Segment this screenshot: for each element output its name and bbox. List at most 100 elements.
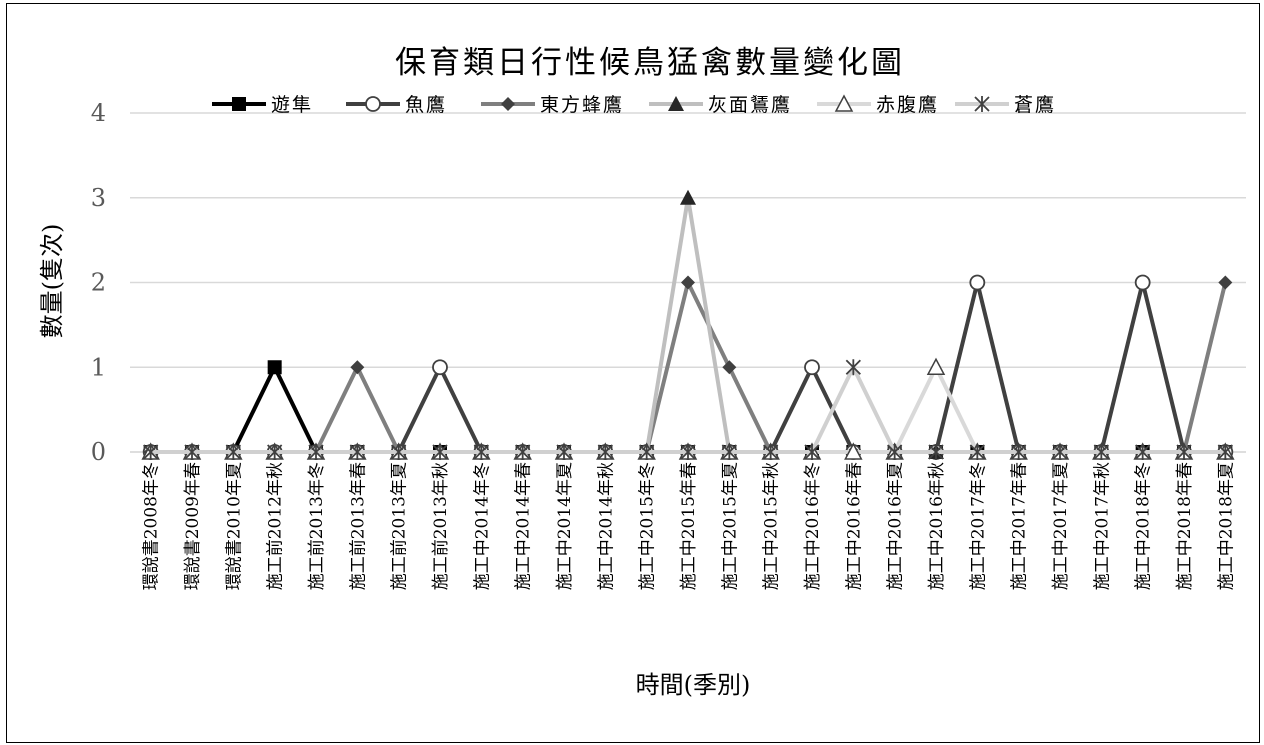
data-point [844, 442, 863, 460]
x-tick-label: 施工中2015年冬 [638, 462, 658, 590]
data-point [1093, 444, 1109, 460]
data-point [680, 189, 696, 205]
legend-item-4: 灰面鵟鷹 [649, 94, 792, 116]
data-point [722, 360, 737, 375]
data-point [804, 359, 820, 376]
data-point [184, 444, 200, 460]
x-tick-label: 施工中2016年夏 [886, 462, 906, 590]
legend-label: 魚鷹 [405, 94, 447, 116]
x-tick-label: 環說書2010年夏 [224, 462, 244, 590]
legend-label: 灰面鵟鷹 [708, 94, 792, 116]
data-point [473, 444, 489, 460]
x-tick-label: 施工中2014年春 [514, 462, 534, 590]
legend-marker [501, 97, 515, 111]
y-tick-label: 3 [91, 184, 106, 212]
legend-marker [365, 96, 381, 112]
y-tick-label: 2 [91, 269, 106, 297]
x-tick-label: 施工中2018年冬 [1134, 462, 1154, 590]
x-tick-label: 施工前2013年冬 [307, 462, 327, 590]
x-tick-label: 施工中2015年春 [679, 462, 699, 590]
legend-marker [974, 96, 990, 112]
data-point [267, 360, 282, 375]
legend-label: 遊隼 [271, 94, 313, 116]
data-point [225, 444, 241, 460]
data-point [1218, 275, 1233, 290]
data-point [763, 444, 779, 460]
data-point [887, 444, 903, 460]
data-point [597, 444, 613, 460]
series-group [141, 189, 1235, 460]
data-point [1217, 444, 1233, 460]
data-point [350, 360, 365, 375]
data-point [432, 359, 448, 376]
x-tick-label: 施工前2013年秋 [431, 462, 451, 590]
x-tick-label: 施工中2016年春 [844, 462, 864, 590]
data-point [1176, 444, 1192, 460]
legend-item-6: 蒼鷹 [955, 94, 1056, 116]
data-point [1011, 444, 1027, 460]
data-point [969, 444, 985, 460]
legend-item-2: 魚鷹 [346, 94, 447, 116]
data-point [515, 444, 531, 460]
legend-marker [834, 94, 854, 112]
series-4 [142, 189, 1234, 459]
x-tick-label: 環說書2008年冬 [142, 462, 162, 590]
chart-frame [6, 3, 1260, 743]
x-tick-label: 施工中2014年夏 [555, 462, 575, 590]
data-point [1135, 444, 1151, 460]
x-tick-label: 施工中2017年秋 [1092, 462, 1112, 590]
x-tick-label: 施工中2015年夏 [720, 462, 740, 590]
data-point [845, 359, 861, 376]
data-point [143, 444, 159, 460]
series-line [150, 197, 1226, 454]
data-point [721, 444, 737, 460]
y-axis-ticks: 0 1 2 3 4 [91, 99, 106, 466]
x-tick-label: 施工中2015年秋 [762, 462, 782, 590]
y-axis-label: 數量(隻次) [38, 224, 66, 339]
legend-label: 東方蜂鷹 [540, 94, 624, 116]
x-tick-label: 施工中2016年秋 [927, 462, 947, 590]
x-tick-label: 施工前2012年秋 [266, 462, 286, 590]
x-tick-label: 施工中2018年春 [1175, 462, 1195, 590]
data-point [681, 275, 695, 290]
x-tick-label: 環說書2009年春 [183, 462, 203, 590]
series-6 [143, 359, 1233, 460]
data-point [969, 274, 986, 291]
data-point [391, 444, 407, 460]
data-point [349, 444, 365, 460]
x-tick-label: 施工中2014年秋 [596, 462, 616, 590]
x-tick-label: 施工中2018年夏 [1216, 462, 1236, 590]
y-tick-label: 4 [91, 99, 106, 127]
data-point [432, 444, 448, 460]
y-tick-label: 0 [91, 438, 106, 466]
legend: 遊隼 魚鷹 東方蜂鷹 灰面鵟鷹 赤腹鷹 蒼鷹 [212, 94, 1056, 116]
data-point [804, 444, 820, 460]
data-point [928, 444, 944, 460]
legend-item-1: 遊隼 [212, 94, 313, 116]
legend-item-5: 赤腹鷹 [817, 94, 939, 116]
series-line [150, 362, 1226, 454]
data-point [556, 444, 572, 460]
x-tick-label: 施工中2017年春 [1010, 462, 1030, 590]
legend-item-3: 東方蜂鷹 [481, 94, 624, 116]
x-tick-label: 施工前2013年春 [348, 462, 368, 590]
chart-title: 保育類日行性候鳥猛禽數量變化圖 [395, 45, 905, 81]
x-axis-ticks: 環說書2008年冬 環說書2009年春 環說書2010年夏 施工前2012年秋 施工前2… [142, 462, 1237, 590]
x-tick-label: 施工中2016年冬 [803, 462, 823, 590]
x-axis-label: 時間(季別) [636, 671, 751, 699]
legend-label: 蒼鷹 [1014, 94, 1056, 116]
data-point [267, 444, 283, 460]
x-tick-label: 施工前2013年夏 [390, 462, 410, 590]
legend-marker [668, 96, 684, 111]
data-point [1052, 444, 1068, 460]
y-tick-label: 1 [91, 353, 106, 381]
legend-marker [232, 97, 246, 111]
x-tick-label: 施工中2017年夏 [1051, 462, 1071, 590]
legend-label: 赤腹鷹 [876, 94, 939, 116]
data-point [1134, 274, 1151, 291]
data-point [680, 444, 696, 460]
data-point [639, 444, 655, 460]
data-point [308, 444, 324, 460]
x-tick-label: 施工中2017年冬 [968, 462, 988, 590]
